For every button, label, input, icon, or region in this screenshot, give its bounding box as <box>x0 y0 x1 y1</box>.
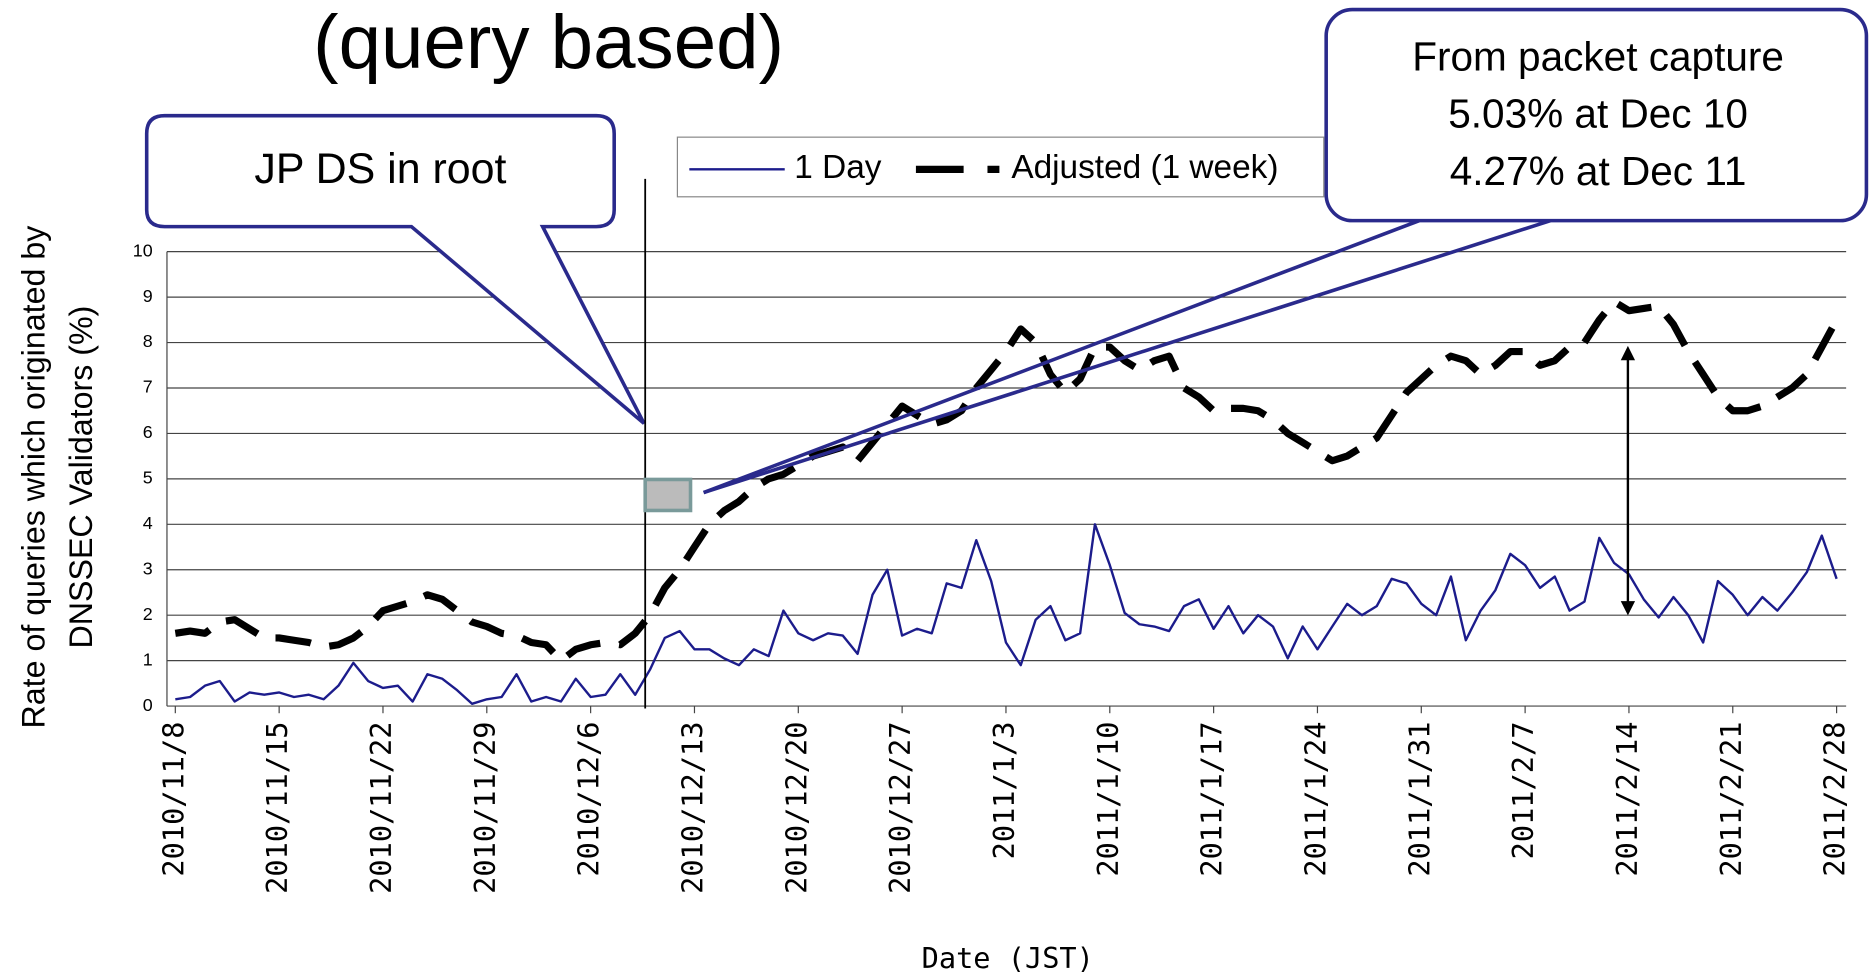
y-tick-label: 7 <box>143 377 153 397</box>
line-series <box>174 298 1840 665</box>
callout <box>144 113 646 425</box>
x-tick-label: 2010/12/20 <box>779 722 813 894</box>
y-tick-label: 3 <box>143 558 153 578</box>
y-tick-label: 0 <box>143 695 153 715</box>
line-series <box>175 523 1838 705</box>
x-tick-label: 2011/1/10 <box>1091 722 1125 877</box>
x-axis-label: Date (JST) <box>922 941 1094 975</box>
callout-text: 4.27% at Dec 11 <box>1450 148 1747 194</box>
y-tick-label: 1 <box>143 649 153 669</box>
callout-pointer <box>702 218 1420 495</box>
x-tick-label: 2010/11/29 <box>468 722 502 894</box>
x-tick-label: 2010/11/22 <box>364 722 398 894</box>
x-tick-label: 2011/1/3 <box>987 722 1021 860</box>
plot-area: 0 1 2 3 4 5 6 7 8 9 10 2010/11/8 2010/11/15 2010/11/2… <box>133 240 1852 893</box>
x-tick-label: 2011/2/21 <box>1714 722 1748 877</box>
chart-title: (query based) <box>313 0 784 85</box>
y-axis-label: DNSSEC Validators (%) <box>63 306 99 649</box>
callout-text: 5.03% at Dec 10 <box>1448 91 1748 137</box>
x-tick-label: 2011/1/24 <box>1298 722 1332 877</box>
y-tick-label: 2 <box>143 604 153 624</box>
callout-pointer <box>703 218 1551 495</box>
y-tick-label: 9 <box>143 286 153 306</box>
x-tick-label: 2010/11/8 <box>156 722 190 877</box>
callout <box>1324 7 1869 223</box>
y-axis-label: Rate of queries which originated by <box>15 225 51 729</box>
legend-label: Adjusted (1 week) <box>1011 149 1278 186</box>
callout-text: JP DS in root <box>254 145 506 193</box>
y-tick-label: 5 <box>143 468 153 488</box>
legend-label: 1 Day <box>794 149 881 186</box>
x-tick-label: 2011/1/17 <box>1195 722 1229 877</box>
capture-box <box>643 477 693 513</box>
y-tick-label: 10 <box>133 240 153 260</box>
legend-box <box>676 136 1325 198</box>
x-tick-label: 2010/12/13 <box>675 722 709 894</box>
y-tick-label: 8 <box>143 331 153 351</box>
x-tick-label: 2010/12/6 <box>572 722 606 877</box>
y-tick-label: 6 <box>143 422 153 442</box>
x-tick-label: 2010/12/27 <box>883 722 917 894</box>
x-tick-label: 2011/2/14 <box>1610 722 1644 877</box>
x-tick-label: 2011/2/7 <box>1506 722 1540 860</box>
callout-text: From packet capture <box>1412 33 1784 79</box>
x-tick-label: 2011/1/31 <box>1402 722 1436 877</box>
y-tick-label: 4 <box>143 513 153 533</box>
x-tick-label: 2011/2/28 <box>1818 722 1852 877</box>
x-tick-label: 2010/11/15 <box>260 722 294 894</box>
legend: 1 Day Adjusted (1 week) <box>676 136 1325 198</box>
